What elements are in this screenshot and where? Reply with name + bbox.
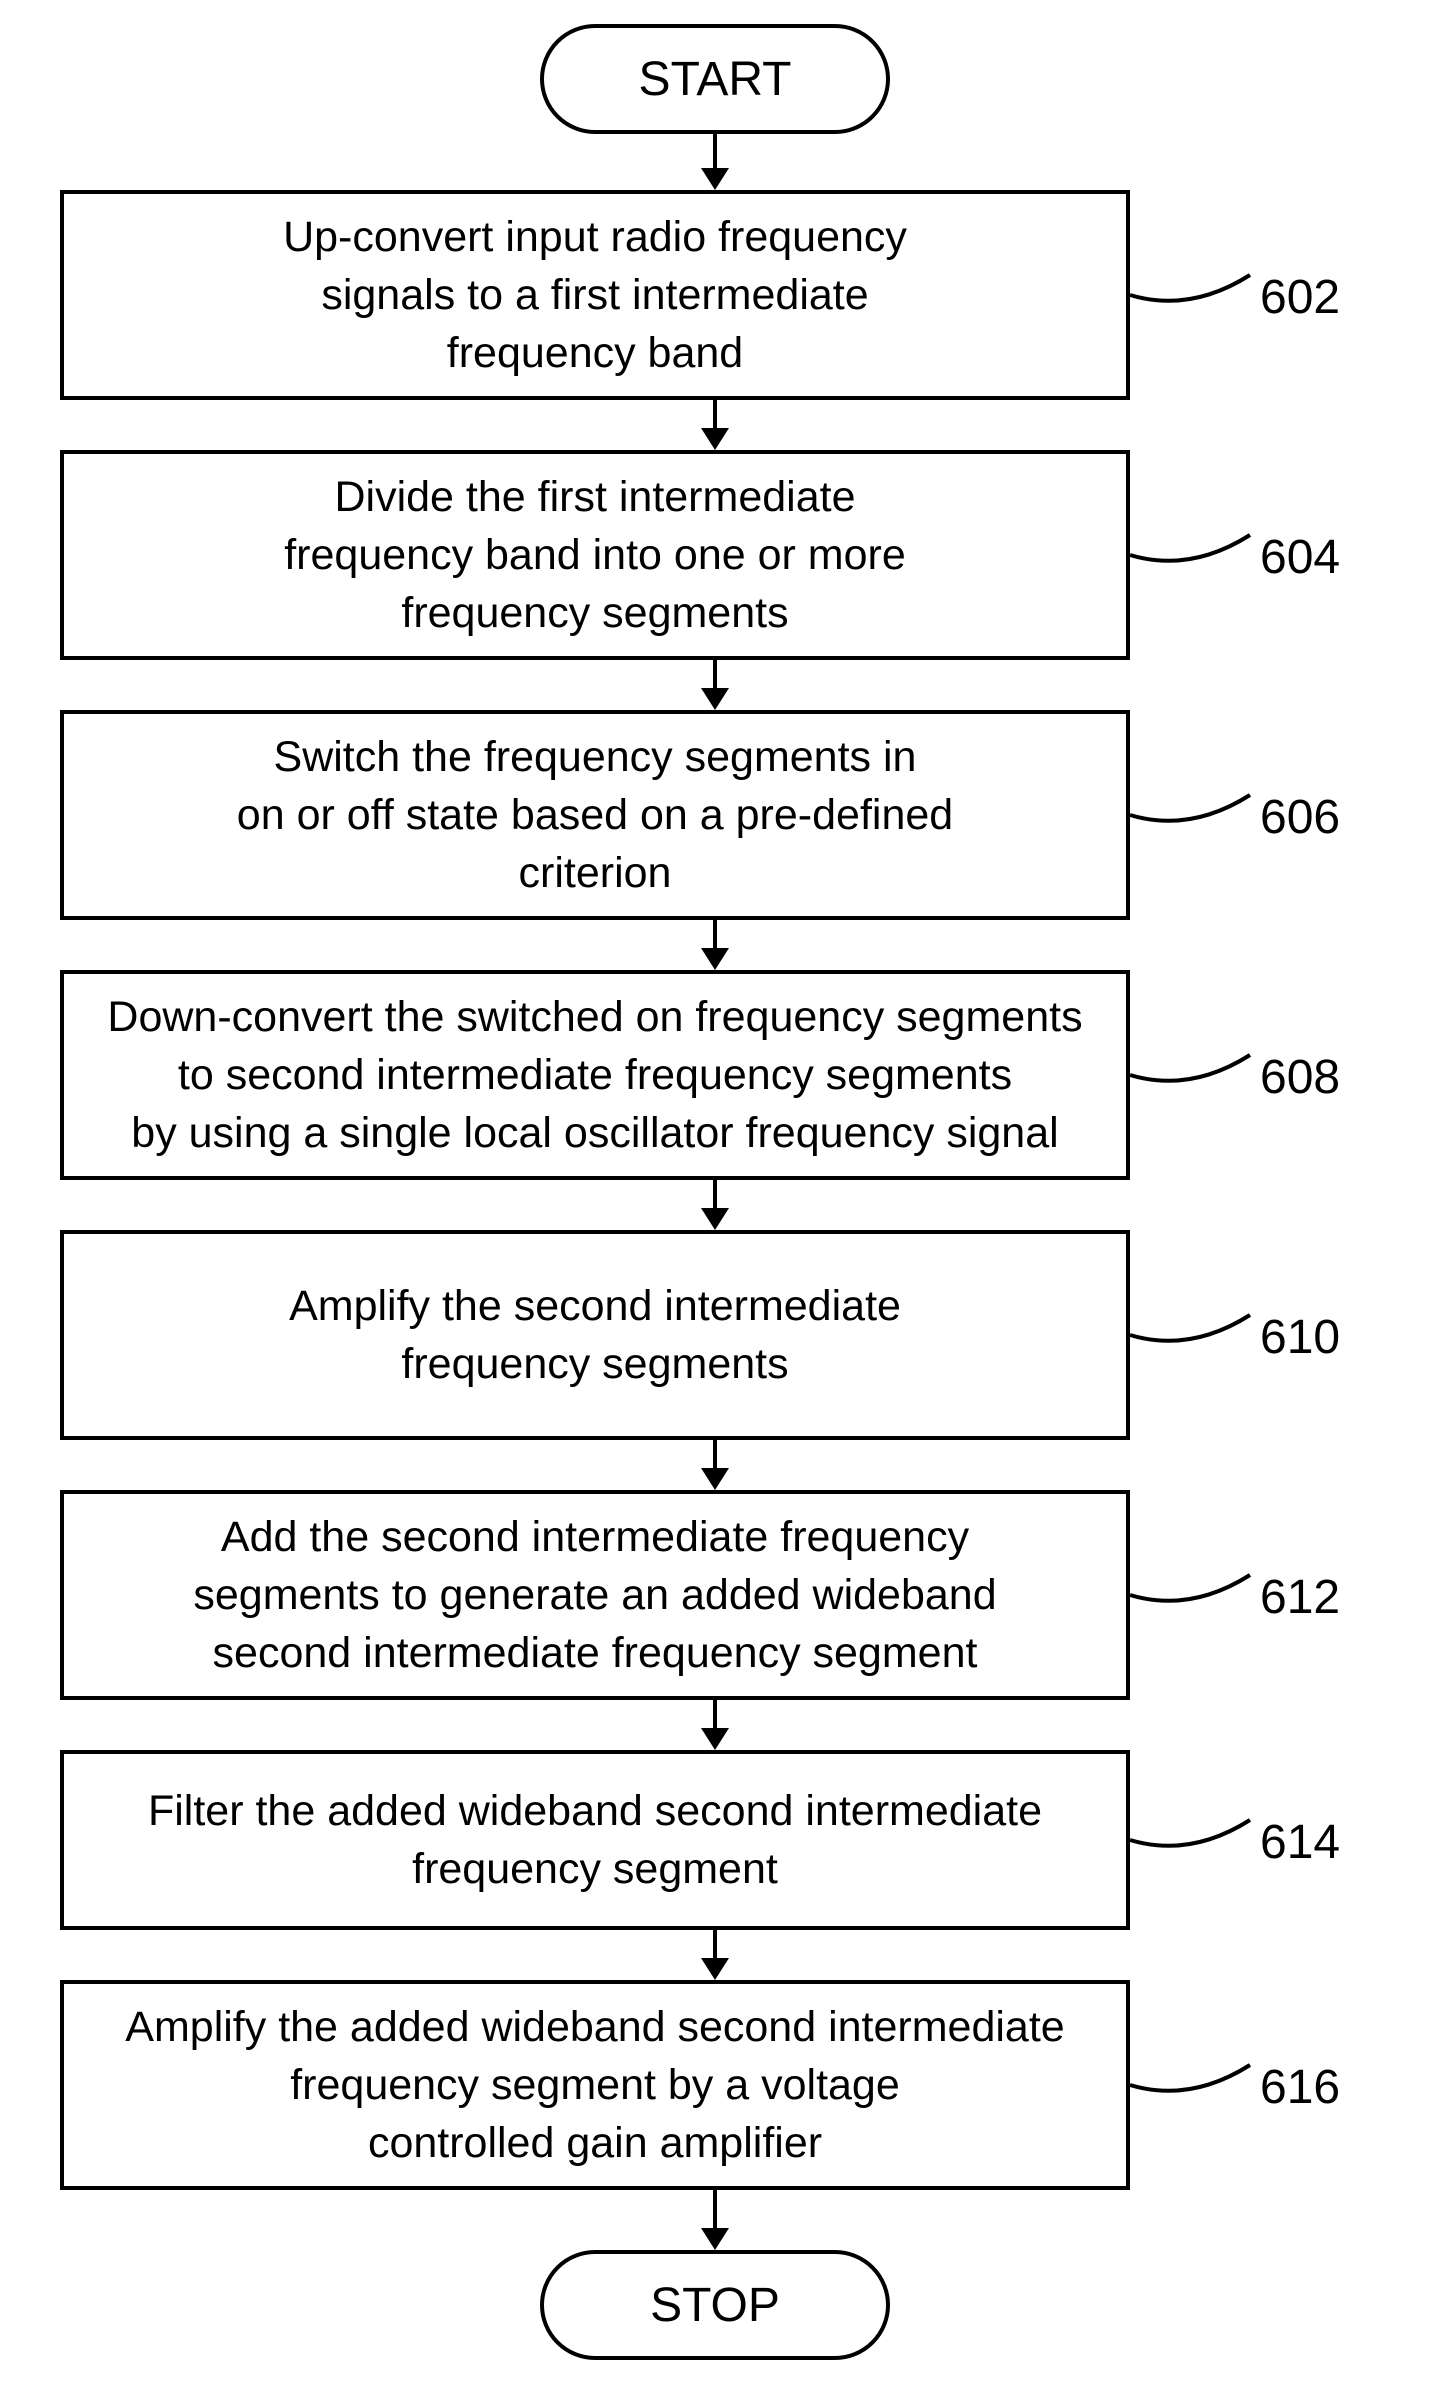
leader-line — [1130, 2065, 1250, 2091]
leader-line — [1130, 795, 1250, 821]
leader-line — [1130, 1575, 1250, 1601]
leader-line — [1130, 275, 1250, 301]
arrowhead-icon — [701, 688, 729, 710]
flowchart-lines — [0, 0, 1431, 2388]
leader-line — [1130, 535, 1250, 561]
arrowhead-icon — [701, 1208, 729, 1230]
arrowhead-icon — [701, 2228, 729, 2250]
arrowhead-icon — [701, 428, 729, 450]
arrowhead-icon — [701, 1728, 729, 1750]
arrowhead-icon — [701, 1468, 729, 1490]
leader-line — [1130, 1315, 1250, 1341]
leader-line — [1130, 1055, 1250, 1081]
leader-line — [1130, 1820, 1250, 1846]
arrowhead-icon — [701, 1958, 729, 1980]
arrowhead-icon — [701, 948, 729, 970]
arrowhead-icon — [701, 168, 729, 190]
